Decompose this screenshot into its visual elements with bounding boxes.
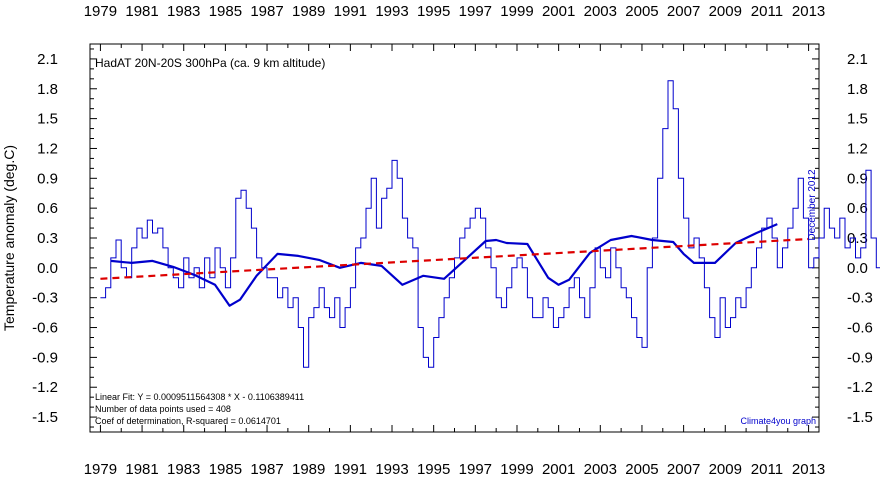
y-tick-label-right: -1.2 <box>847 379 873 396</box>
y-axis-label: Temperature anomaly (deg.C) <box>1 145 17 331</box>
x-tick-label-bottom: 1989 <box>292 461 325 478</box>
x-tick-label-bottom: 1979 <box>84 461 117 478</box>
x-tick-label-top: 2001 <box>542 3 575 20</box>
fit-annotation-line3: Coef of determination, R-squared = 0.061… <box>95 416 281 426</box>
x-tick-label-top: 2009 <box>709 3 742 20</box>
y-tick-label-left: 1.2 <box>37 140 58 157</box>
fit-annotation-line1: Linear Fit: Y = 0.0009511564308 * X - 0.… <box>95 392 304 402</box>
y-tick-label-right: 1.2 <box>847 140 868 157</box>
y-tick-label-left: -0.3 <box>32 290 58 307</box>
y-tick-label-right: 0.9 <box>847 170 868 187</box>
x-tick-label-top: 2003 <box>584 3 617 20</box>
x-tick-label-bottom: 1997 <box>459 461 492 478</box>
y-tick-labels-right: -1.5 -1.2 -0.9 -0.6 -0.3 0.0 0.3 0.6 0.9 1.2 1.5 1.… <box>847 51 873 426</box>
y-tick-label-right: 0.6 <box>847 200 868 217</box>
x-tick-label-bottom: 1999 <box>500 461 533 478</box>
x-tick-label-bottom: 2011 <box>751 461 783 478</box>
x-tick-label-top: 1987 <box>250 3 283 20</box>
trend-line <box>100 237 809 280</box>
y-tick-label-right: 1.8 <box>847 81 868 98</box>
y-tick-label-right: 1.5 <box>847 111 868 128</box>
x-tick-label-top: 1979 <box>84 3 117 20</box>
y-tick-label-left: 2.1 <box>37 51 58 68</box>
y-tick-label-right: -0.6 <box>847 320 873 337</box>
x-tick-labels-top: 1979 1981 1983 1985 1987 1989 1991 1993 1995 1997… <box>84 3 826 20</box>
x-tick-label-top: 2013 <box>792 3 825 20</box>
y-tick-label-left: -1.5 <box>32 409 58 426</box>
x-tick-label-bottom: 2013 <box>792 461 825 478</box>
x-tick-label-top: 1983 <box>167 3 200 20</box>
y-tick-label-left: 1.8 <box>37 81 58 98</box>
x-tick-label-top: 1981 <box>125 3 158 20</box>
x-tick-label-top: 1989 <box>292 3 325 20</box>
date-label: December 2012 <box>807 169 818 241</box>
x-tick-label-top: 1999 <box>500 3 533 20</box>
fit-annotation-line2: Number of data points used = 408 <box>95 404 231 414</box>
y-tick-label-right: 0.0 <box>847 260 868 277</box>
x-tick-label-bottom: 1985 <box>209 461 242 478</box>
y-tick-label-right: 2.1 <box>847 51 868 68</box>
y-tick-label-left: 0.0 <box>37 260 58 277</box>
x-tick-label-top: 1995 <box>417 3 450 20</box>
x-tick-label-top: 2011 <box>751 3 783 20</box>
x-tick-label-top: 1991 <box>334 3 367 20</box>
x-tick-label-top: 2007 <box>667 3 700 20</box>
series-layer <box>100 80 880 368</box>
x-tick-label-bottom: 1995 <box>417 461 450 478</box>
credit-label: Climate4you graph <box>740 416 816 426</box>
x-tick-label-bottom: 2001 <box>542 461 575 478</box>
plot-frame <box>89 43 820 433</box>
y-tick-label-left: -0.9 <box>32 349 58 366</box>
x-tick-label-bottom: 1991 <box>334 461 367 478</box>
x-tick-label-top: 1997 <box>459 3 492 20</box>
axis-ticks <box>90 44 819 432</box>
x-tick-label-bottom: 1993 <box>375 461 408 478</box>
y-tick-label-right: -0.9 <box>847 349 873 366</box>
x-tick-label-bottom: 2009 <box>709 461 742 478</box>
x-tick-label-bottom: 2007 <box>667 461 700 478</box>
y-tick-label-left: 0.3 <box>37 230 58 247</box>
x-tick-label-top: 1993 <box>375 3 408 20</box>
y-tick-label-left: -0.6 <box>32 320 58 337</box>
y-tick-label-right: -1.5 <box>847 409 873 426</box>
monthly-series-line <box>100 80 880 368</box>
y-tick-label-left: 0.6 <box>37 200 58 217</box>
x-tick-label-bottom: 2005 <box>625 461 658 478</box>
x-tick-label-top: 1985 <box>209 3 242 20</box>
x-tick-label-bottom: 1983 <box>167 461 200 478</box>
x-tick-label-bottom: 1981 <box>125 461 158 478</box>
x-tick-label-bottom: 1987 <box>250 461 283 478</box>
x-tick-label-top: 2005 <box>625 3 658 20</box>
x-tick-label-bottom: 2003 <box>584 461 617 478</box>
y-tick-label-left: -1.2 <box>32 379 58 396</box>
running-mean-line <box>110 223 778 307</box>
y-tick-labels-left: -1.5 -1.2 -0.9 -0.6 -0.3 0.0 0.3 0.6 0.9 1.2 1.5 1.… <box>32 51 58 426</box>
y-tick-label-right: 0.3 <box>847 230 868 247</box>
chart-title: HadAT 20N-20S 300hPa (ca. 9 km altitude) <box>95 56 325 70</box>
y-tick-label-left: 1.5 <box>37 111 58 128</box>
y-tick-label-left: 0.9 <box>37 170 58 187</box>
x-tick-labels-bottom: 1979 1981 1983 1985 1987 1989 1991 1993 1995 1997… <box>84 461 826 478</box>
y-tick-label-right: -0.3 <box>847 290 873 307</box>
